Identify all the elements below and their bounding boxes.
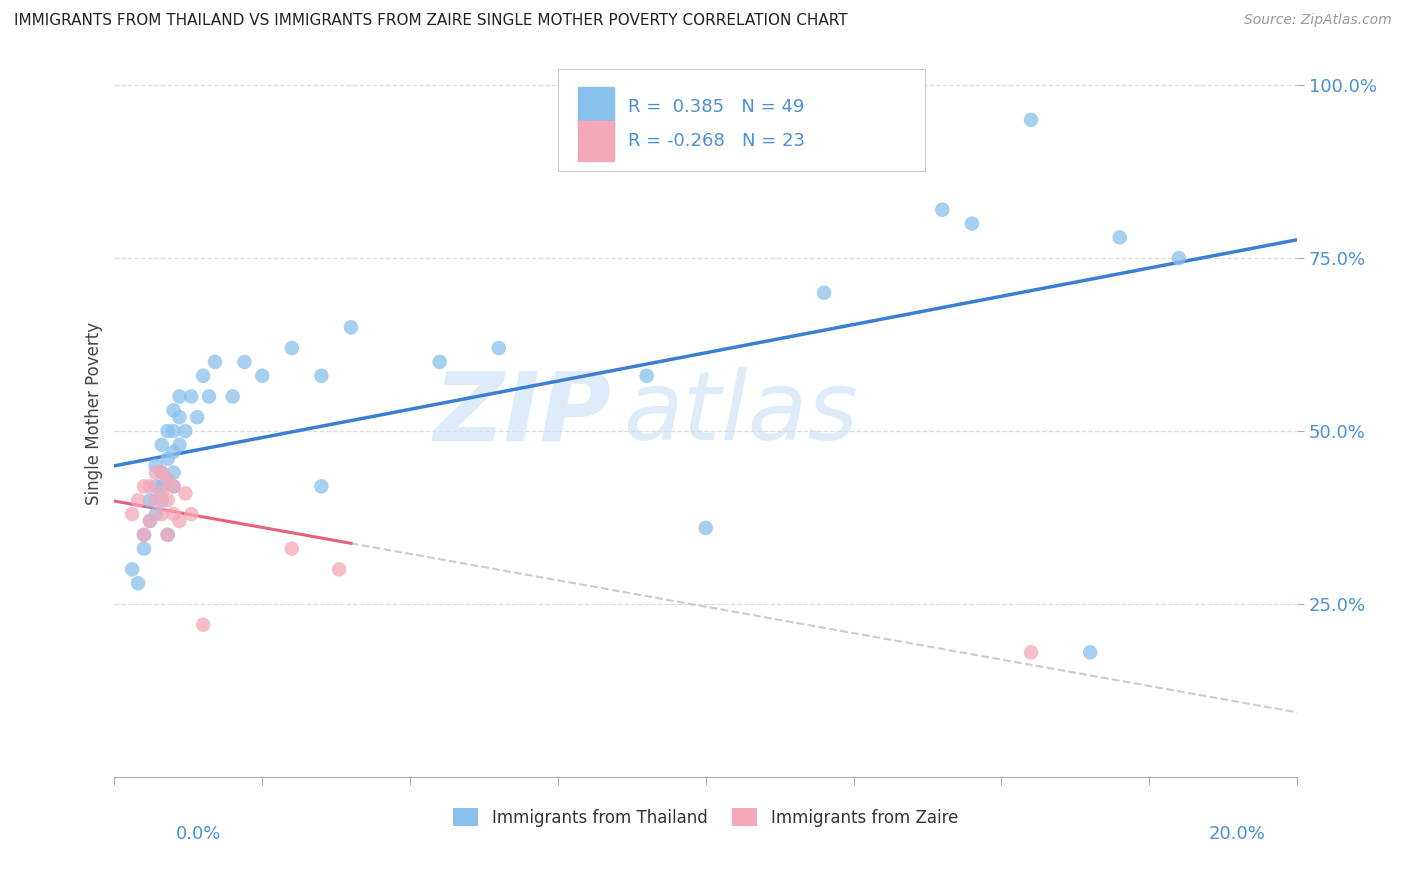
Y-axis label: Single Mother Poverty: Single Mother Poverty [86, 322, 103, 506]
Point [180, 389, 202, 403]
Point [281, 541, 304, 556]
Point [636, 368, 658, 383]
Point [1108, 230, 1130, 244]
Legend: Immigrants from Thailand, Immigrants from Zaire: Immigrants from Thailand, Immigrants fro… [453, 808, 957, 827]
Point [156, 424, 179, 438]
Point [340, 320, 363, 334]
Text: 20.0%: 20.0% [1209, 825, 1265, 843]
Point [169, 514, 191, 528]
Point [162, 479, 184, 493]
Bar [578, 87, 613, 127]
Point [429, 355, 451, 369]
Text: atlas: atlas [623, 368, 858, 460]
Point [311, 479, 333, 493]
Point [156, 493, 179, 508]
Point [139, 479, 162, 493]
Point [252, 368, 274, 383]
Point [180, 507, 202, 521]
Point [156, 473, 179, 487]
Point [311, 368, 333, 383]
Point [145, 493, 167, 508]
Point [139, 514, 162, 528]
Point [150, 466, 173, 480]
Point [150, 438, 173, 452]
Point [174, 486, 197, 500]
Point [169, 389, 191, 403]
Point [191, 617, 214, 632]
Point [198, 389, 221, 403]
Point [162, 466, 184, 480]
Point [1019, 112, 1042, 127]
Point [162, 424, 184, 438]
Text: R = -0.268   N = 23: R = -0.268 N = 23 [627, 132, 804, 150]
Point [813, 285, 835, 300]
FancyBboxPatch shape [558, 69, 925, 170]
Point [150, 466, 173, 480]
Point [221, 389, 243, 403]
Point [127, 576, 149, 591]
Point [145, 458, 167, 473]
Point [162, 479, 184, 493]
Point [132, 479, 155, 493]
Point [281, 341, 304, 355]
Point [1019, 645, 1042, 659]
Point [145, 507, 167, 521]
Point [145, 466, 167, 480]
Point [169, 410, 191, 425]
Point [156, 528, 179, 542]
Text: Source: ZipAtlas.com: Source: ZipAtlas.com [1244, 13, 1392, 28]
Bar [578, 121, 613, 161]
Point [145, 479, 167, 493]
Point [186, 410, 208, 425]
Point [156, 528, 179, 542]
Point [169, 438, 191, 452]
Point [931, 202, 953, 217]
Text: IMMIGRANTS FROM THAILAND VS IMMIGRANTS FROM ZAIRE SINGLE MOTHER POVERTY CORRELAT: IMMIGRANTS FROM THAILAND VS IMMIGRANTS F… [14, 13, 848, 29]
Point [174, 424, 197, 438]
Point [127, 493, 149, 508]
Point [139, 493, 162, 508]
Text: ZIP: ZIP [433, 368, 612, 460]
Point [156, 473, 179, 487]
Point [204, 355, 226, 369]
Point [233, 355, 256, 369]
Point [132, 528, 155, 542]
Point [162, 403, 184, 417]
Point [328, 562, 350, 576]
Point [150, 479, 173, 493]
Point [132, 541, 155, 556]
Point [695, 521, 717, 535]
Point [1078, 645, 1101, 659]
Point [162, 507, 184, 521]
Point [488, 341, 510, 355]
Point [139, 514, 162, 528]
Text: R =  0.385   N = 49: R = 0.385 N = 49 [627, 98, 804, 116]
Point [1167, 251, 1189, 265]
Point [191, 368, 214, 383]
Point [162, 445, 184, 459]
Point [150, 507, 173, 521]
Point [150, 493, 173, 508]
Text: 0.0%: 0.0% [176, 825, 221, 843]
Point [121, 507, 143, 521]
Point [132, 528, 155, 542]
Point [156, 451, 179, 466]
Point [150, 486, 173, 500]
Point [960, 217, 983, 231]
Point [121, 562, 143, 576]
